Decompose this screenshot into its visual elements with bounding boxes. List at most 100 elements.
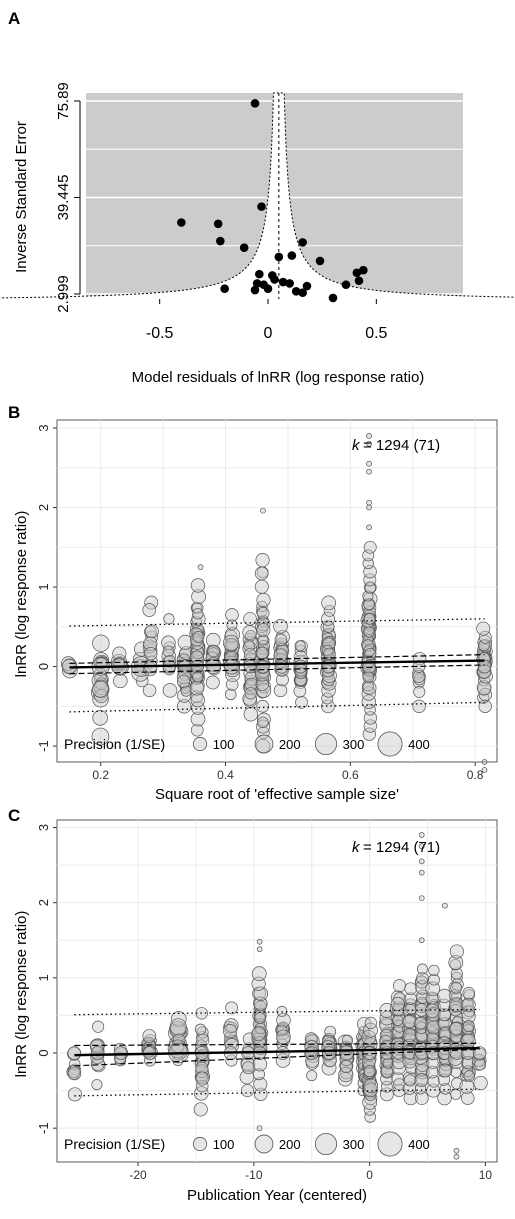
c-effect-size-point: [252, 1068, 265, 1081]
c-effect-size-point: [474, 1058, 487, 1071]
b-effect-size-point: [363, 711, 378, 725]
b-effect-size-point: [244, 671, 259, 686]
b-regression-line: [69, 659, 485, 669]
c-effect-size-point: [414, 975, 429, 989]
c-effect-size-point: [437, 988, 452, 1004]
b-effect-size-point: [478, 630, 492, 644]
panel-b-plot-area: [56, 419, 498, 763]
c-legend-label: 200: [279, 1137, 301, 1152]
c-effect-size-point: [275, 1029, 291, 1045]
c-effect-size-point: [418, 832, 425, 838]
c-confidence-interval-upper: [74, 1042, 480, 1047]
b-effect-size-point: [366, 499, 372, 506]
b-effect-size-point: [205, 659, 221, 675]
b-effect-size-point: [295, 696, 308, 709]
b-legend-label: 300: [343, 737, 365, 752]
b-effect-size-point: [91, 727, 110, 746]
c-effect-size-point: [437, 1090, 452, 1106]
b-effect-size-point: [256, 699, 270, 713]
b-legend-key: [377, 731, 403, 757]
b-confidence-interval-upper: [69, 654, 485, 664]
c-effect-size-point: [363, 1082, 378, 1098]
c-effect-size-point: [439, 1083, 452, 1095]
panel-a-y-axis-label: Inverse Standard Error: [13, 121, 30, 273]
c-effect-size-point: [339, 1053, 354, 1067]
b-x-tick-label: 0.4: [217, 768, 234, 782]
c-effect-size-point: [403, 1091, 418, 1106]
c-effect-size-point: [416, 971, 429, 985]
c-effect-size-point: [418, 858, 425, 865]
b-effect-size-point: [244, 677, 258, 691]
b-x-tick-label: 0.2: [92, 768, 109, 782]
panel-a-data-point: [250, 285, 260, 295]
panel-a-data-point: [177, 218, 186, 227]
c-effect-size-point: [402, 1014, 416, 1029]
b-x-tick-label: 0.6: [342, 768, 359, 782]
c-legend-key: [254, 1134, 274, 1154]
panel-a-data-point: [239, 243, 249, 252]
panel-a-data-point: [298, 238, 307, 247]
c-effect-size-point: [414, 1016, 427, 1030]
panel-c-plot-area: [56, 819, 498, 1163]
b-effect-size-point: [476, 621, 491, 636]
b-effect-size-point: [256, 659, 270, 674]
b-effect-size-point: [321, 675, 337, 691]
c-effect-size-point: [450, 971, 463, 984]
panel-a-data-point: [278, 277, 288, 287]
b-effect-size-point: [92, 634, 110, 652]
c-effect-size-point: [404, 982, 418, 996]
b-effect-size-point: [254, 579, 269, 594]
panel-a-data-point: [257, 202, 266, 211]
b-effect-size-point: [476, 652, 491, 667]
b-effect-size-point: [476, 680, 492, 696]
b-effect-size-point: [112, 646, 127, 661]
c-effect-size-point: [92, 1020, 105, 1033]
b-effect-size-point: [225, 688, 237, 701]
panel-a-data-point: [315, 256, 325, 266]
b-y-tick-label: 0: [36, 663, 51, 670]
c-effect-size-point: [463, 1070, 476, 1082]
c-y-tick-label: -1: [36, 1122, 51, 1134]
b-effect-size-point: [254, 566, 269, 581]
c-y-tick-label: 1: [36, 974, 51, 981]
c-effect-size-point: [341, 1034, 353, 1046]
c-effect-size-point: [339, 1051, 354, 1066]
panel-c-k-annotation: = 1294 (71): [363, 839, 440, 856]
c-effect-size-point: [379, 1010, 395, 1026]
b-effect-size-point: [256, 623, 271, 638]
c-effect-size-point: [362, 1060, 376, 1073]
b-effect-size-point: [242, 625, 258, 640]
panel-a-data-point: [341, 280, 351, 290]
b-effect-size-point: [255, 677, 269, 692]
b-confidence-interval-lower: [69, 664, 485, 675]
b-effect-size-point: [223, 634, 240, 652]
c-effect-size-point: [90, 1046, 105, 1060]
c-effect-size-point: [472, 1046, 487, 1060]
b-prediction-interval-lower: [69, 701, 485, 713]
b-effect-size-point: [191, 589, 207, 604]
c-effect-size-point: [449, 944, 464, 959]
b-effect-size-point: [243, 612, 257, 626]
b-effect-size-point: [179, 678, 193, 692]
b-effect-size-point: [224, 627, 240, 643]
panel-b-k-annotation: = 1294 (71): [363, 437, 440, 454]
c-effect-size-point: [450, 1088, 462, 1100]
b-effect-size-point: [274, 633, 288, 647]
c-effect-size-point: [415, 1091, 429, 1105]
b-effect-size-point: [180, 685, 192, 697]
b-effect-size-point: [143, 636, 158, 651]
c-effect-size-point: [414, 1073, 429, 1088]
b-effect-size-point: [226, 619, 238, 631]
b-effect-size-point: [256, 719, 271, 734]
b-effect-size-point: [113, 673, 128, 689]
panel-b-k-symbol: k: [352, 437, 361, 454]
b-x-tick-label: 0.8: [467, 768, 484, 782]
b-effect-size-point: [192, 671, 204, 683]
c-effect-size-point: [196, 1079, 209, 1093]
panel-a-data-point: [255, 269, 264, 279]
b-effect-size-point: [260, 507, 266, 514]
b-effect-size-point: [190, 723, 204, 737]
c-effect-size-point: [447, 1051, 463, 1066]
